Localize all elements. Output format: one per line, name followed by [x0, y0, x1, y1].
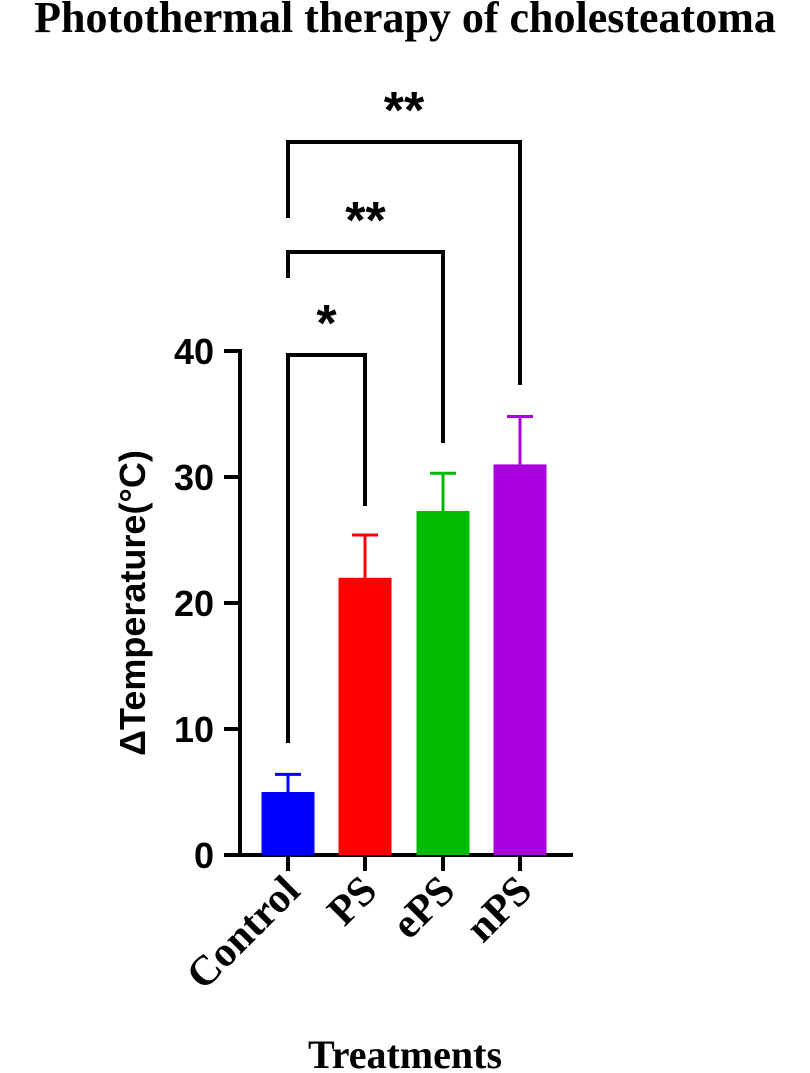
significance-label: ** — [384, 82, 425, 140]
chart-title: Photothermal therapy of cholesteatoma — [34, 0, 776, 42]
error-bars — [275, 415, 533, 792]
bar-control — [261, 792, 315, 855]
x-tick-label: PS — [319, 868, 386, 935]
y-tick-label: 40 — [174, 331, 214, 372]
x-tick-label: ePS — [384, 868, 464, 948]
bar-ps — [338, 577, 392, 855]
y-tick-label: 20 — [174, 583, 214, 624]
bar-nps — [493, 464, 547, 855]
significance-brackets: ***** — [286, 82, 522, 743]
bars — [261, 464, 547, 855]
y-tick-label: 30 — [174, 457, 214, 498]
y-tick-label: 0 — [194, 835, 214, 876]
y-tick-label: 10 — [174, 709, 214, 750]
significance-bracket — [286, 140, 522, 385]
significance-bracket — [286, 353, 367, 743]
x-axis-label: Treatments — [308, 1032, 502, 1073]
y-axis-label: ΔTemperature(°C) — [112, 450, 153, 756]
significance-label: * — [316, 295, 337, 353]
significance-label: ** — [345, 192, 386, 250]
bar-eps — [416, 511, 470, 855]
x-tick-label: nPS — [457, 868, 541, 952]
significance-bracket — [286, 250, 445, 443]
x-tick-label: Control — [178, 868, 309, 999]
